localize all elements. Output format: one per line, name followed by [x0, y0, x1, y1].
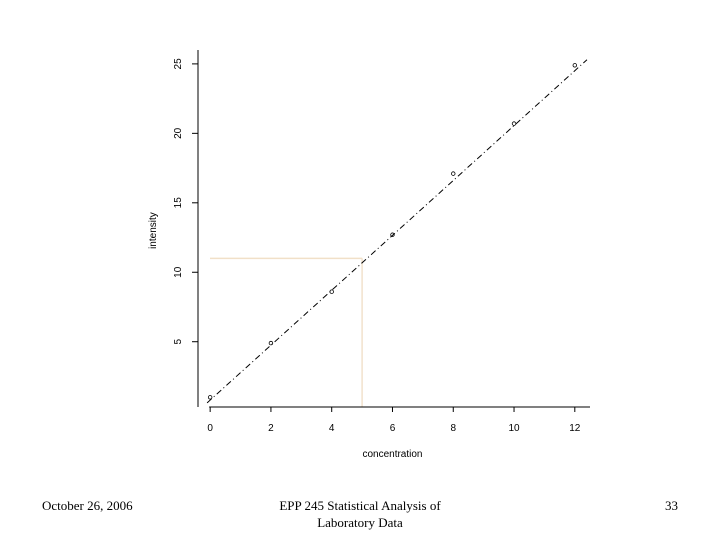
x-tick-label-2: 2 — [268, 423, 274, 434]
y-tick-label-25: 25 — [173, 58, 184, 70]
data-point-1 — [268, 340, 274, 346]
regression-line — [206, 59, 588, 404]
x-tick-label-8: 8 — [450, 423, 456, 434]
x-axis-label: concentration — [362, 449, 422, 460]
calibration-chart: 0 2 4 6 8 10 12 5 10 15 20 25 concentration intens… — [148, 50, 590, 460]
y-tick-label-5: 5 — [173, 338, 184, 344]
reference-lines — [210, 257, 363, 407]
footer-title-line1: EPP 245 Statistical Analysis of — [279, 498, 441, 513]
footer-title: EPP 245 Statistical Analysis of Laborato… — [240, 497, 480, 531]
page-number: 33 — [665, 498, 678, 513]
x-tick-label-6: 6 — [390, 423, 396, 434]
data-point-5 — [511, 121, 517, 126]
axes — [197, 50, 590, 408]
footer-title-line2: Laboratory Data — [317, 515, 403, 530]
data-point-6 — [572, 63, 578, 68]
y-ticks: 5 10 15 20 25 — [173, 58, 198, 344]
y-tick-label-20: 20 — [173, 127, 184, 139]
x-tick-label-0: 0 — [207, 423, 213, 434]
x-ticks: 0 2 4 6 8 10 12 — [207, 407, 581, 434]
data-point-0 — [207, 395, 213, 400]
y-tick-label-10: 10 — [173, 266, 184, 278]
data-points — [207, 63, 578, 400]
y-axis-label: intensity — [148, 212, 159, 249]
fit-line — [206, 59, 588, 404]
data-point-2 — [329, 289, 334, 294]
x-tick-label-4: 4 — [329, 423, 335, 434]
data-point-3 — [390, 232, 395, 237]
data-point-4 — [451, 171, 456, 176]
x-tick-label-10: 10 — [508, 423, 520, 434]
y-tick-label-15: 15 — [173, 197, 184, 209]
footer-date: October 26, 2006 — [42, 498, 133, 513]
x-tick-label-12: 12 — [569, 423, 581, 434]
